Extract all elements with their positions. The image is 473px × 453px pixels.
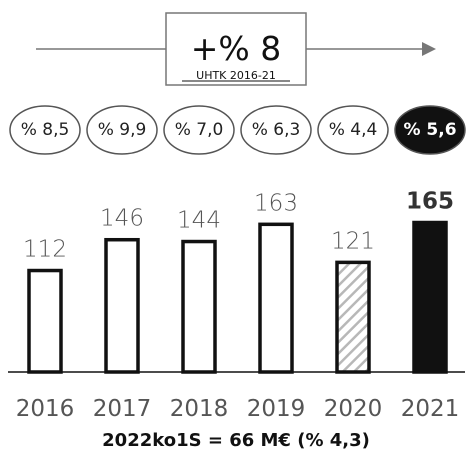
growth-label-2016: % 8,5	[21, 120, 70, 140]
value-label-2019: 163	[254, 190, 298, 216]
growth-label-2020: % 4,4	[329, 120, 378, 140]
value-label-2017: 146	[100, 206, 144, 232]
year-label-2019: 2019	[247, 396, 306, 422]
year-label-2020: 2020	[324, 396, 383, 422]
bar-2020	[335, 260, 371, 374]
cagr-label: UHTK 2016-21	[196, 69, 276, 82]
growth-pill-2017	[86, 105, 158, 155]
value-label-2021: 165	[406, 189, 454, 215]
growth-pill-2021	[394, 105, 466, 155]
footnote: 2022ko1S = 66 M€ (% 4,3)	[102, 430, 370, 451]
value-label-2018: 144	[177, 208, 221, 234]
bar-2019	[258, 222, 294, 374]
value-label-2016: 112	[23, 237, 67, 263]
cagr-value: +% 8	[191, 29, 282, 68]
growth-label-2019: % 6,3	[252, 120, 301, 140]
bar-2018	[181, 239, 217, 374]
year-label-2021: 2021	[401, 396, 460, 422]
growth-pill-2020	[317, 105, 389, 155]
year-label-2016: 2016	[16, 396, 75, 422]
year-label-2018: 2018	[170, 396, 229, 422]
bar-2017	[104, 237, 140, 374]
growth-pill-2019	[240, 105, 312, 155]
bar-2016	[27, 268, 63, 374]
growth-label-2017: % 9,9	[98, 120, 147, 140]
growth-pill-2018	[163, 105, 235, 155]
cagr-arrow-head	[422, 42, 436, 56]
growth-label-2021: % 5,6	[403, 120, 456, 140]
cagr-box	[165, 12, 307, 86]
year-label-2017: 2017	[93, 396, 152, 422]
value-label-2020: 121	[331, 228, 375, 254]
growth-pill-2016	[9, 105, 81, 155]
bar-2021	[412, 220, 448, 374]
growth-label-2018: % 7,0	[175, 120, 224, 140]
